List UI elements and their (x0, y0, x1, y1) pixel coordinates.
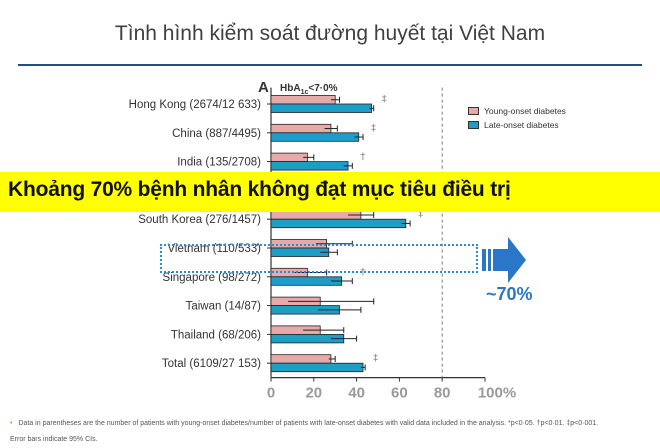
x-tick-label-0: 0 (267, 385, 275, 402)
bar-young (270, 123, 332, 134)
bar-late (270, 362, 364, 373)
legend-swatch-young (468, 107, 479, 115)
callout-banner-text: Khoảng 70% bệnh nhân không đạt mục tiêu … (8, 178, 511, 201)
bar-late (270, 161, 349, 171)
vietnam-highlight-box (160, 244, 478, 273)
x-tick-label-2: 40 (348, 385, 365, 402)
category-label: Thailand (68/206) (171, 329, 261, 341)
footnote-bullet: • (10, 420, 13, 427)
legend-item-young: Young-onset diabetes (468, 104, 566, 118)
x-tick-label-5: 100% (478, 385, 516, 402)
panel-label: A (258, 79, 269, 96)
title-rule (18, 64, 642, 66)
x-tick-label-3: 60 (391, 385, 408, 402)
legend-label-late: Late-onset diabetes (484, 120, 559, 130)
category-label: Hong Kong (2674/12 633) (129, 99, 262, 111)
footnote-text: Data in parentheses are the number of pa… (18, 420, 599, 427)
category-label: Total (6109/27 153) (162, 358, 261, 370)
significance-marker: ‡ (418, 209, 423, 220)
category-label: Vietnam (110/533) (167, 243, 261, 255)
x-tick-label-4: 80 (434, 385, 451, 402)
bar-young (270, 95, 336, 105)
callout-banner: Khoảng 70% bệnh nhân không đạt mục tiêu … (0, 172, 660, 212)
right-arrow-icon (482, 237, 526, 283)
bar-young (270, 152, 308, 163)
percent-callout: ~70% (486, 284, 533, 304)
bar-late (270, 103, 372, 113)
chart-title: HbA1c<7·0% (280, 83, 338, 96)
significance-marker: ‡ (373, 353, 378, 364)
x-tick-label-1: 20 (305, 385, 322, 402)
footnote: • Data in parentheses are the number of p… (10, 420, 650, 427)
chart-legend: Young-onset diabetes Late-onset diabetes (468, 104, 566, 132)
significance-marker: † (360, 152, 365, 163)
category-label: Taiwan (14/87) (186, 301, 262, 313)
legend-item-late: Late-onset diabetes (468, 118, 566, 132)
category-label: South Korea (276/1457) (138, 214, 261, 226)
category-label: Singapore (98/272) (163, 272, 262, 284)
bar-late (270, 132, 360, 142)
category-label: China (887/4495) (172, 128, 261, 140)
slide-title: Tình hình kiểm soát đường huyết tại Việt… (114, 22, 546, 45)
significance-marker: ‡ (382, 94, 387, 105)
bar-young (270, 354, 332, 364)
significance-marker: ‡ (371, 123, 376, 134)
footnote-ci: Error bars indicate 95% CIs. (10, 436, 98, 443)
category-label: India (135/2708) (177, 157, 261, 169)
legend-swatch-late (468, 121, 479, 129)
bar-late (270, 218, 407, 229)
legend-label-young: Young-onset diabetes (484, 106, 566, 116)
